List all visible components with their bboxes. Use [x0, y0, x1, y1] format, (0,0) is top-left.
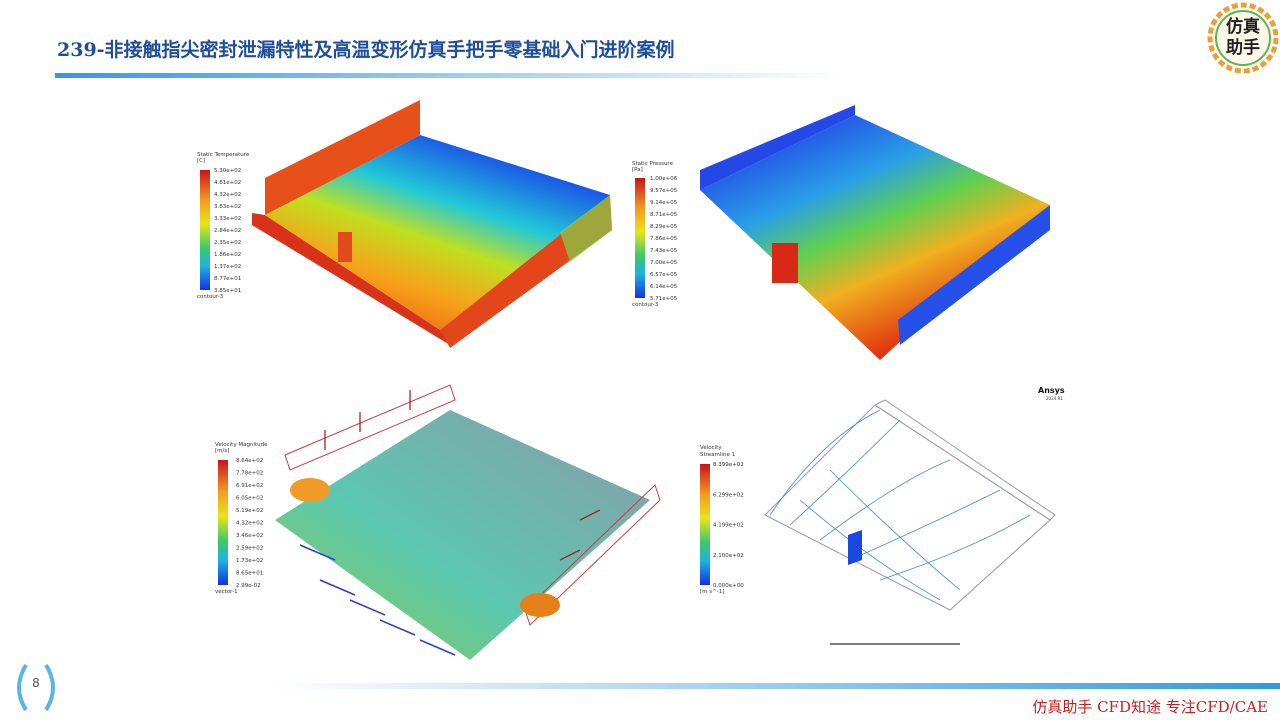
- legend-label: 5.19e+02: [236, 508, 263, 514]
- legend-label: 8.64e+02: [236, 458, 263, 464]
- legend-label: 5.71e+05: [650, 296, 678, 302]
- legend-label: 7.00e+05: [650, 260, 678, 266]
- logo-text: 助手: [1226, 37, 1260, 58]
- legend-label: 8.71e+05: [650, 212, 678, 218]
- legend-label: 8.77e+01: [214, 276, 241, 282]
- colorbar: [218, 460, 228, 585]
- legend-label: 7.78e+02: [236, 471, 263, 477]
- legend-label: 0.000e+00: [713, 583, 744, 589]
- legend-label: 4.81e+02: [214, 180, 241, 186]
- page-number: 8: [32, 676, 40, 690]
- legend-label: 5.30e+02: [214, 168, 241, 174]
- legend-label: 6.14e+05: [650, 284, 678, 290]
- legends: Static Temperature[C] 5.30e+02 4.81e+02 4.3…: [197, 152, 1065, 595]
- legend-label: 7.86e+05: [650, 236, 678, 242]
- legend-label: 8.65e+01: [236, 571, 263, 577]
- title-bar: [55, 73, 845, 78]
- legend-footer: vector-1: [215, 589, 238, 595]
- legend-label: 4.199e+02: [713, 523, 744, 529]
- page-bracket: [17, 663, 28, 712]
- legend-label: 3.46e+02: [236, 533, 263, 539]
- legend-label: 4.32e+02: [214, 192, 241, 198]
- legend-label: 9.57e+05: [650, 188, 678, 194]
- legend-label: 3.85e+01: [214, 288, 241, 294]
- legend-unit: [m/s]: [215, 448, 229, 454]
- legend-label: 8.399e+02: [713, 462, 744, 468]
- streamlines: [764, 399, 1056, 645]
- page-bracket: [44, 663, 55, 712]
- footer-text: 仿真助手 CFD知途 专注CFD/CAE: [1032, 698, 1268, 716]
- legend-title: Static Pressure: [632, 161, 674, 167]
- legend-label: 3.33e+02: [214, 216, 241, 222]
- legend-label: 2.59e+02: [236, 546, 263, 552]
- legend-label: 1.37e+02: [214, 264, 241, 270]
- legend-label: 2.99e-02: [236, 583, 261, 589]
- legend-subtitle: Streamline 1: [700, 452, 735, 458]
- legend-label: 1.00e+06: [650, 176, 678, 182]
- contour-pressure: [700, 105, 1050, 360]
- legend-label: 6.05e+02: [236, 496, 263, 502]
- legend-label: 1.86e+02: [214, 252, 241, 258]
- legend-label: 4.32e+02: [236, 521, 263, 527]
- legend-title: Static Temperature: [197, 152, 250, 158]
- legend-label: 2.35e+02: [214, 240, 241, 246]
- footer-bar: [270, 683, 1280, 689]
- legend-title: Velocity: [700, 445, 722, 451]
- logo-ring: [1215, 10, 1271, 66]
- legend-label: 8.29e+05: [650, 224, 678, 230]
- legend-label: 7.43e+05: [650, 248, 678, 254]
- vector-velocity: [275, 384, 661, 660]
- logo-text: 仿真: [1226, 16, 1260, 37]
- legend-footer: contour-3: [632, 302, 659, 308]
- colorbar: [635, 178, 645, 298]
- legend-unit: [Pa]: [632, 167, 643, 173]
- legend-label: 6.299e+02: [713, 492, 744, 498]
- legend-unit: [C]: [197, 158, 205, 164]
- version: 2024 R1: [1046, 396, 1063, 401]
- legend-label: 1.73e+02: [236, 558, 263, 564]
- legend-label: 6.91e+02: [236, 483, 263, 489]
- colorbar: [200, 170, 210, 290]
- legend-label: 3.83e+02: [214, 204, 241, 210]
- legend-title: Velocity Magnitude: [215, 442, 268, 448]
- logo: [1207, 2, 1279, 74]
- legend-footer: contour-3: [197, 294, 224, 300]
- legend-label: 9.14e+05: [650, 200, 678, 206]
- legend-footer: [m s^-1]: [700, 589, 724, 595]
- contour-temperature: [252, 100, 612, 348]
- legend-label: 6.57e+05: [650, 272, 678, 278]
- legend-label: 2.84e+02: [214, 228, 241, 234]
- brand: Ansys: [1038, 386, 1065, 395]
- legend-label: 2.100e+02: [713, 553, 744, 559]
- slide-title: 239-非接触指尖密封泄漏特性及高温变形仿真手把手零基础入门进阶案例: [57, 38, 675, 61]
- colorbar: [700, 464, 710, 585]
